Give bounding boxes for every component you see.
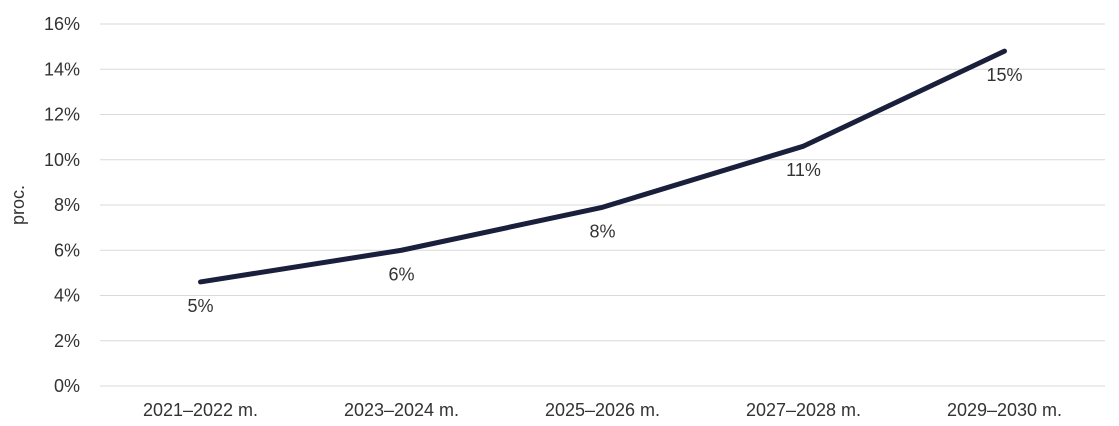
data-label: 11% <box>786 160 821 180</box>
y-tick-label: 2% <box>54 331 80 351</box>
data-label: 15% <box>986 65 1022 85</box>
data-label: 5% <box>187 296 213 316</box>
data-label: 6% <box>388 264 414 284</box>
x-axis: 2021–2022 m. 2023–2024 m. 2025–2026 m. 2027… <box>143 400 1062 420</box>
series <box>198 48 1007 285</box>
x-tick-label: 2025–2026 m. <box>545 400 660 420</box>
y-tick-label: 10% <box>44 150 80 170</box>
y-tick-label: 16% <box>44 14 80 34</box>
y-axis-title: proc. <box>8 185 28 225</box>
x-tick-label: 2021–2022 m. <box>143 400 258 420</box>
y-tick-label: 8% <box>54 195 80 215</box>
y-tick-label: 6% <box>54 240 80 260</box>
x-tick-label: 2023–2024 m. <box>344 400 459 420</box>
x-tick-label: 2029–2030 m. <box>947 400 1062 420</box>
series-line <box>198 48 1007 285</box>
data-label: 8% <box>589 221 615 241</box>
y-tick-label: 0% <box>54 376 80 396</box>
y-tick-label: 14% <box>44 59 80 79</box>
data-labels: 5% 6% 8% 11% 15% <box>187 65 1022 316</box>
x-tick-label: 2027–2028 m. <box>746 400 861 420</box>
y-axis: 0% 2% 4% 6% 8% 10% 12% 14% 16% <box>44 14 80 396</box>
y-tick-label: 4% <box>54 286 80 306</box>
y-tick-label: 12% <box>44 105 80 125</box>
